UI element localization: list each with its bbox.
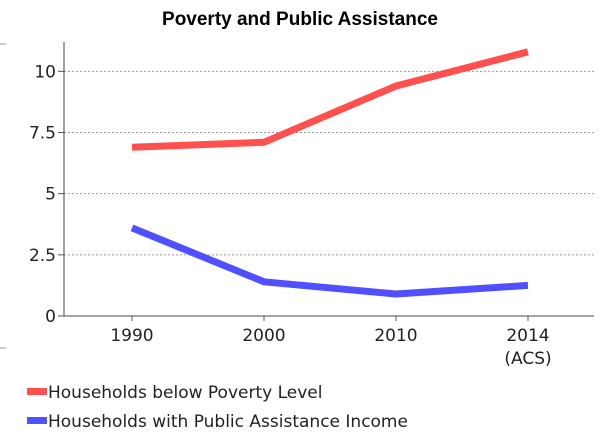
- x-tick-label: 2010: [374, 326, 417, 346]
- chart-title: Poverty and Public Assistance: [162, 9, 438, 30]
- series-line: [131, 48, 529, 151]
- y-tick-label: 7.5: [29, 124, 56, 144]
- y-tick-labels: 0 2.5 5 7.5 10: [29, 62, 56, 327]
- legend-label: Households with Public Assistance Income: [48, 412, 408, 432]
- y-tick-label: 5: [45, 185, 56, 205]
- series-lines: [130, 48, 529, 298]
- y-tick-label: 2.5: [29, 246, 56, 266]
- x-tick-labels: 1990 2000 2010 2014 (ACS): [110, 326, 551, 369]
- legend-swatch: [27, 417, 47, 424]
- y-tick-label: 0: [45, 307, 56, 327]
- series-line: [130, 224, 529, 298]
- legend-label: Households below Poverty Level: [48, 383, 322, 403]
- y-tick-label: 10: [34, 62, 56, 82]
- axes: [0, 42, 594, 349]
- x-tick-label: 2000: [242, 326, 285, 346]
- x-tick-label: 2014: [506, 326, 549, 346]
- legend-swatch: [27, 388, 47, 395]
- legend: Households below Poverty Level Households…: [27, 383, 408, 432]
- x-tick-label: 1990: [110, 326, 153, 346]
- x-tick-sublabel: (ACS): [504, 349, 551, 369]
- grid: [64, 70, 594, 256]
